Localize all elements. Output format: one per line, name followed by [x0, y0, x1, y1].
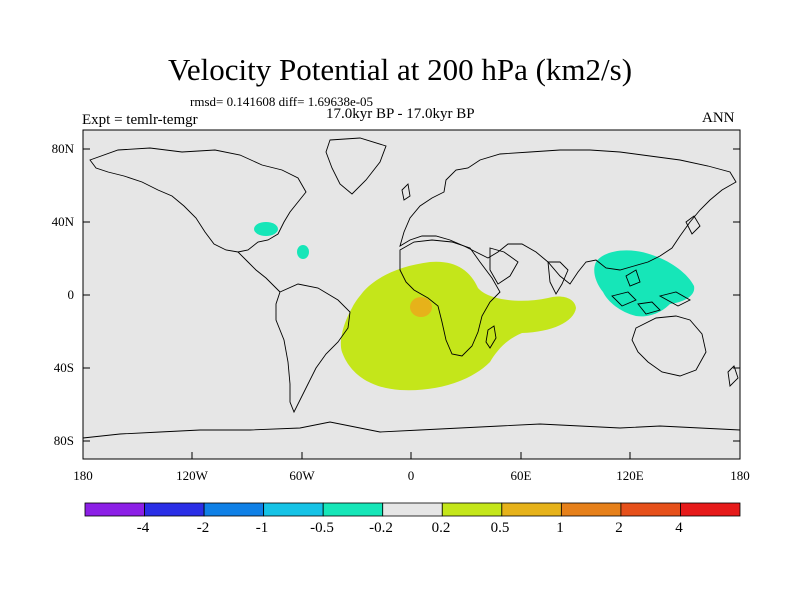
anomaly-regions [254, 222, 695, 391]
colorbar-label-neg4: -4 [136, 520, 150, 536]
region-negative-maritime [594, 250, 695, 317]
colorbar-label-neg0-5: -0.5 [310, 520, 334, 536]
lat-label-40s: 40S [53, 360, 74, 375]
lon-label-0: 0 [407, 468, 415, 483]
colorbar-box-10 [680, 502, 741, 517]
region-negative-caribbean [297, 245, 309, 259]
region-positive-core [410, 297, 432, 317]
lon-label-180w: 180 [73, 468, 93, 483]
region-positive-africa [340, 261, 576, 391]
lat-label-80n: 80N [51, 141, 74, 156]
colorbar [84, 502, 741, 517]
colorbar-box-8 [560, 502, 622, 517]
colorbar-label-neg0-2: -0.2 [369, 520, 393, 536]
colorbar-label-2: 2 [615, 520, 623, 536]
colorbar-box-4 [322, 502, 384, 517]
period-label: 17.0kyr BP - 17.0kyr BP [326, 106, 475, 122]
lat-label-80s: 80S [53, 433, 74, 448]
stats-line: rmsd= 0.141608 diff= 1.69638e-05 [190, 94, 374, 109]
colorbar-box-6 [441, 502, 503, 517]
colorbar-box-1 [144, 502, 205, 517]
plot-title: Velocity Potential at 200 hPa (km2/s) [167, 52, 633, 87]
colorbar-box-7 [501, 502, 562, 517]
coastlines [82, 137, 741, 439]
colorbar-label-0-2: 0.2 [431, 520, 451, 536]
colorbar-box-9 [620, 502, 681, 517]
lat-label-40n: 40N [51, 214, 74, 229]
lon-label-60e: 60E [510, 468, 532, 483]
colorbar-label-0-5: 0.5 [490, 520, 510, 536]
season-label: ANN [702, 110, 735, 126]
colorbar-box-3 [263, 502, 324, 517]
colorbar-label-4: 4 [675, 520, 683, 536]
colorbar-label-neg1: -1 [255, 520, 269, 536]
colorbar-box-2 [203, 502, 265, 517]
colorbar-label-neg2: -2 [196, 520, 210, 536]
colorbar-label-1: 1 [556, 520, 564, 536]
lon-label-60w: 60W [289, 468, 315, 483]
colorbar-box-0 [84, 502, 145, 517]
axis-ticks [82, 148, 741, 459]
lon-label-120w: 120W [176, 468, 208, 483]
experiment-label: Expt = temlr-temgr [82, 112, 198, 128]
colorbar-box-5 [382, 502, 443, 517]
lon-label-180e: 180 [730, 468, 750, 483]
region-negative-atlantic [254, 222, 278, 236]
lat-label-0: 0 [67, 287, 75, 302]
lon-label-120e: 120E [616, 468, 644, 483]
